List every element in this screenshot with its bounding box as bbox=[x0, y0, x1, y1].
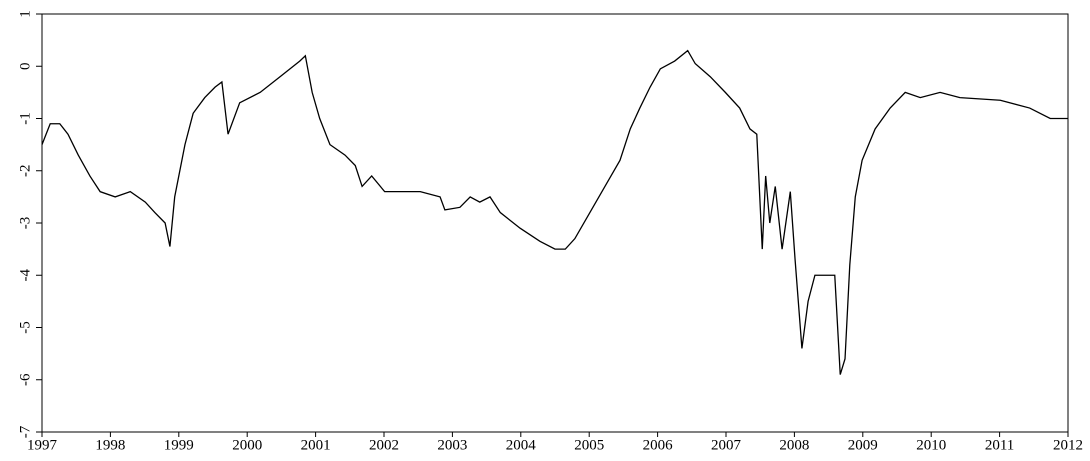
x-tick-label: 2006 bbox=[643, 437, 674, 453]
line bbox=[41, 49, 1068, 375]
x-tick-label: 2008 bbox=[779, 437, 809, 453]
x-tick-label: 2002 bbox=[369, 437, 399, 453]
y-tick-label: -7 bbox=[17, 425, 33, 438]
x-tick-label: 2011 bbox=[985, 437, 1014, 453]
y-tick-label: -6 bbox=[17, 373, 33, 386]
x-tick-label: 2007 bbox=[711, 437, 742, 453]
y-tick-label: -2 bbox=[17, 165, 33, 178]
x-tick-label: 2010 bbox=[916, 437, 946, 453]
y-tick-label: 1 bbox=[17, 10, 33, 18]
x-tick-label: 1997 bbox=[27, 437, 58, 453]
x-tick-label: 1999 bbox=[164, 437, 194, 453]
x-tick-label: 1998 bbox=[95, 437, 125, 453]
x-tick-label: 2000 bbox=[232, 437, 262, 453]
x-tick-label: 2004 bbox=[506, 437, 537, 453]
y-tick-label: -4 bbox=[17, 269, 33, 282]
y-tick-label: 0 bbox=[17, 63, 33, 71]
x-tick-label: 2009 bbox=[848, 437, 878, 453]
x-tick-label: 2003 bbox=[437, 437, 467, 453]
y-tick-label: -1 bbox=[17, 112, 33, 125]
y-tick-label: -3 bbox=[17, 217, 33, 230]
x-tick-label: 2012 bbox=[1053, 437, 1083, 453]
y-tick-label: -5 bbox=[17, 321, 33, 334]
plot-frame bbox=[41, 13, 1069, 433]
x-tick-label: 2005 bbox=[574, 437, 604, 453]
x-tick-label: 2001 bbox=[301, 437, 331, 453]
